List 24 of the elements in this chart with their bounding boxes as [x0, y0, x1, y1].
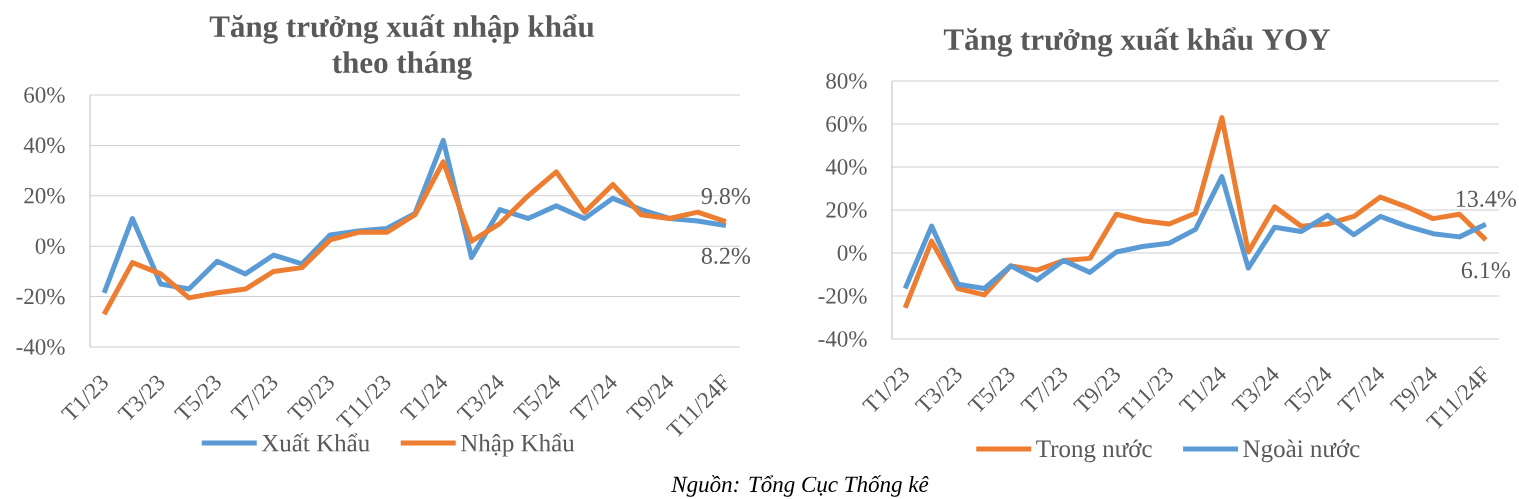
y-tick-label: 40%	[23, 137, 65, 154]
legend-label: Ngoài nước	[1243, 439, 1360, 463]
y-tick-label: -40%	[16, 339, 65, 355]
legend-label: Nhập Khẩu	[460, 433, 575, 457]
y-tick-label: 0%	[837, 245, 867, 261]
y-tick-label: -40%	[818, 331, 867, 347]
text: Nguồn: Tổng Cục Thống kê	[671, 475, 929, 497]
y-tick-label: 20%	[24, 187, 65, 204]
y-tick-label: -20%	[16, 288, 65, 305]
chart-title: Tăng trưởng xuất nhập khẩu theo tháng	[209, 14, 594, 80]
y-tick-label: 20%	[826, 202, 867, 218]
data-label: 9.8%	[701, 188, 751, 205]
y-tick-label: 60%	[24, 87, 65, 103]
data-label: 13.4%	[1456, 190, 1516, 207]
legend-label: Trong nước	[1036, 439, 1152, 463]
y-tick-label: 40%	[825, 159, 867, 175]
y-tick-label: 80%	[826, 73, 867, 89]
data-label: 6.1%	[1461, 262, 1510, 279]
y-tick-label: 60%	[826, 116, 867, 132]
y-tick-label: -20%	[818, 288, 867, 304]
chart-title: Tăng trưởng xuất khẩu YOY	[943, 27, 1330, 57]
data-label: 8.2%	[701, 247, 751, 265]
y-tick-label: 0%	[35, 238, 65, 254]
legend-label: Xuất Khẩu	[261, 433, 370, 452]
